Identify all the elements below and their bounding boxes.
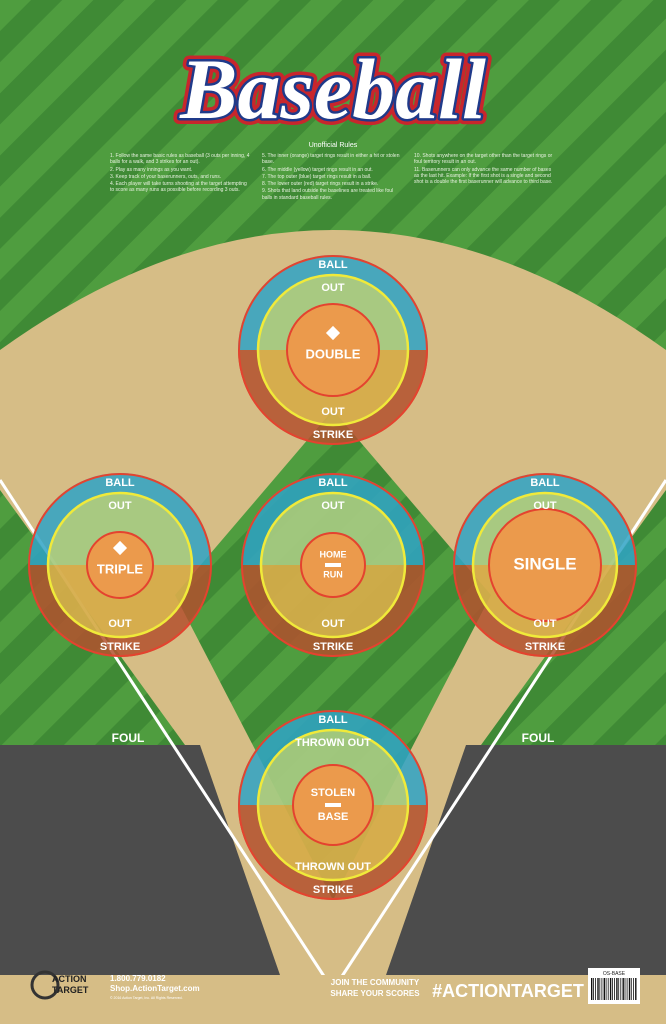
base-icon	[325, 325, 341, 341]
barcode-bar	[614, 978, 615, 1000]
ball-label: BALL	[530, 477, 560, 489]
product-code: OS-BASE	[603, 971, 626, 977]
title: Baseball	[179, 41, 486, 137]
foul-label: FOUL	[522, 731, 555, 745]
barcode-bar	[601, 978, 603, 1000]
hit-ring	[86, 531, 154, 599]
ring-border	[453, 473, 637, 657]
logo-mark	[30, 970, 60, 1000]
barcode-bar	[624, 978, 626, 1000]
target: BALL OUT OUT STRIKE HOME RUN	[241, 473, 425, 657]
barcode-bar	[603, 978, 605, 1000]
rules-column: 5. The inner (orange) target rings resul…	[262, 153, 402, 202]
out-label: OUT	[533, 618, 557, 630]
out-label: THROWN OUT	[295, 737, 371, 749]
target: BALL OUT OUT STRIKE DOUBLE	[238, 255, 428, 445]
barcode-bar	[635, 978, 637, 1000]
target: BALL OUT OUT STRIKE SINGLE	[453, 473, 637, 657]
ring-border	[238, 255, 428, 445]
rule: 6. The middle (yellow) target rings resu…	[262, 166, 373, 173]
barcode-bar	[626, 978, 628, 1000]
rules-column: 10. Shots anywhere on the target other t…	[414, 153, 554, 186]
rules-title: Unofficial Rules	[309, 142, 358, 149]
ring-border	[238, 710, 428, 900]
barcode	[591, 978, 637, 1000]
barcode-bar	[607, 978, 609, 1000]
strike-label: STRIKE	[313, 884, 353, 896]
barcode-bar	[633, 978, 634, 1000]
rule: 9. Shots that land outside the baselines…	[262, 188, 394, 201]
hashtag: #ACTIONTARGET	[432, 981, 584, 1001]
hit-ring	[286, 303, 380, 397]
target: BALL THROWN OUT THROWN OUT STRIKE STOLEN BASE	[238, 710, 428, 900]
barcode-bar	[616, 978, 618, 1000]
website: Shop.ActionTarget.com	[110, 984, 200, 993]
out-label: OUT	[321, 618, 345, 630]
barcode-bar	[630, 978, 632, 1000]
target: BALL OUT OUT STRIKE TRIPLE	[28, 473, 212, 657]
out-label: OUT	[321, 406, 345, 418]
brand: TARGET	[52, 985, 89, 995]
barcode-bar	[622, 978, 624, 1000]
strike-label: STRIKE	[313, 429, 353, 441]
out-label: OUT	[533, 500, 557, 512]
rule: 5. The inner (orange) target rings resul…	[262, 153, 400, 166]
rule: 8. The lower outer (red) target rings re…	[262, 181, 379, 188]
out-label: OUT	[108, 500, 132, 512]
ball-label: BALL	[318, 477, 348, 489]
ball-label: BALL	[318, 259, 348, 271]
barcode-bar	[597, 978, 599, 1000]
divider	[325, 803, 341, 807]
barcode-bar	[612, 978, 613, 1000]
out-label: OUT	[108, 618, 132, 630]
community: JOIN THE COMMUNITY	[331, 978, 420, 987]
foul-label: FOUL	[112, 731, 145, 745]
strike-label: STRIKE	[525, 641, 565, 653]
out-label: THROWN OUT	[295, 861, 371, 873]
title-outline: Baseball	[179, 41, 486, 137]
barcode-bar	[593, 978, 594, 1000]
hit-label: RUN	[323, 569, 343, 579]
phone: 1.800.779.0182	[110, 974, 166, 983]
out-label: OUT	[321, 500, 345, 512]
rule: 10. Shots anywhere on the target other t…	[414, 153, 553, 166]
rule: 7. The top outer (blue) target rings res…	[262, 173, 372, 180]
strike-label: STRIKE	[313, 641, 353, 653]
ball-label: BALL	[318, 714, 348, 726]
hit-label: TRIPLE	[97, 561, 144, 576]
barcode-bar	[609, 978, 612, 1000]
copyright: © 2016 Action Target, Inc. All Rights Re…	[110, 996, 183, 1000]
brand: ACTION	[52, 974, 87, 984]
hit-ring	[488, 508, 602, 622]
rule: 2. Play as many innings as you want.	[110, 166, 193, 173]
barcode-bar	[591, 978, 593, 1000]
base-icon	[112, 540, 128, 556]
hit-label: HOME	[320, 549, 347, 559]
barcode-bar	[620, 978, 622, 1000]
ring-border	[241, 473, 425, 657]
hit-label: DOUBLE	[306, 346, 361, 361]
barcode-bar	[618, 978, 620, 1000]
barcode-bar	[595, 978, 596, 1000]
ring-border	[28, 473, 212, 657]
hit-label: BASE	[318, 811, 349, 823]
barcode-bar	[605, 978, 607, 1000]
barcode-bar	[599, 978, 601, 1000]
rule: 3. Keep track of your baserunners, outs,…	[110, 173, 222, 180]
hit-label: STOLEN	[311, 787, 355, 799]
ball-label: BALL	[105, 477, 135, 489]
rule: 11. Baserunners can only advance the sam…	[414, 166, 553, 186]
share: SHARE YOUR SCORES	[330, 989, 420, 998]
rule: 1. Follow the same basic rules as baseba…	[110, 153, 250, 166]
hit-label: SINGLE	[513, 554, 576, 573]
rules-column: 1. Follow the same basic rules as baseba…	[110, 153, 250, 195]
barcode-bar	[628, 978, 631, 1000]
out-label: OUT	[321, 282, 345, 294]
rule: 4. Each player will take turns shooting …	[110, 181, 247, 194]
divider	[325, 563, 341, 567]
footer-band	[0, 975, 666, 1024]
strike-label: STRIKE	[100, 641, 140, 653]
